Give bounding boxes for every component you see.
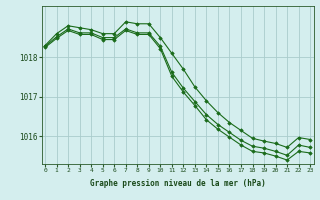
X-axis label: Graphe pression niveau de la mer (hPa): Graphe pression niveau de la mer (hPa) <box>90 179 266 188</box>
